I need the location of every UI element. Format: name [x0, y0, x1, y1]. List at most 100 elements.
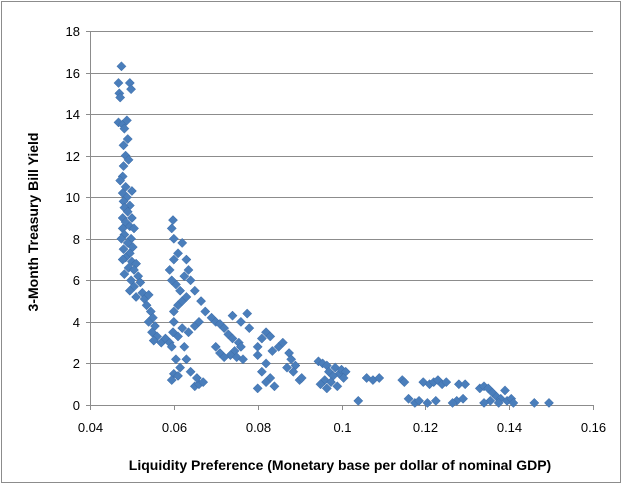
data-point — [179, 341, 190, 352]
data-point — [198, 377, 209, 388]
data-points — [113, 61, 554, 408]
data-point — [330, 362, 341, 373]
data-point — [122, 206, 133, 217]
data-point — [168, 327, 178, 338]
data-point — [177, 237, 188, 248]
data-point — [227, 333, 238, 344]
y-tick-labels: 0 2 4 6 8 10 12 14 16 18 — [66, 24, 80, 413]
data-point — [185, 275, 196, 286]
data-point — [315, 379, 326, 390]
data-point — [261, 377, 272, 388]
data-point — [529, 397, 540, 408]
data-point — [122, 134, 133, 144]
data-point — [126, 213, 137, 223]
axes — [86, 31, 594, 410]
data-point — [119, 123, 130, 134]
data-point — [168, 316, 179, 327]
data-point — [181, 292, 192, 302]
x-tick-label: 0.04 — [78, 420, 103, 435]
data-point — [173, 248, 183, 259]
data-point — [126, 84, 137, 95]
data-point — [129, 264, 139, 275]
data-point — [353, 395, 364, 406]
data-point — [168, 254, 179, 265]
data-point — [288, 366, 299, 377]
data-point — [116, 61, 127, 72]
x-tick-label: 0.08 — [246, 420, 271, 435]
x-tick-label: 0.12 — [413, 420, 438, 435]
data-point — [118, 161, 129, 172]
data-point — [166, 275, 177, 286]
y-tick-label: 6 — [73, 273, 80, 288]
gridlines — [90, 31, 593, 364]
data-point — [244, 323, 255, 334]
data-point — [277, 337, 288, 348]
data-point — [164, 264, 175, 275]
data-point — [131, 292, 142, 302]
data-point — [235, 341, 246, 352]
data-point — [170, 354, 181, 365]
data-point — [238, 354, 248, 365]
data-point — [321, 383, 332, 394]
data-point — [256, 333, 267, 344]
data-point — [242, 308, 253, 319]
data-point — [168, 215, 178, 226]
y-tick-label: 2 — [73, 356, 80, 371]
x-tick-label: 0.06 — [162, 420, 187, 435]
data-point — [326, 377, 336, 388]
data-point — [508, 397, 519, 408]
data-point — [185, 366, 196, 377]
x-tick-label: 0.16 — [581, 420, 606, 435]
data-point — [252, 341, 263, 352]
data-point — [181, 254, 192, 265]
data-point — [143, 289, 154, 300]
data-point — [544, 397, 554, 408]
data-point — [296, 373, 307, 383]
data-point — [210, 341, 221, 352]
data-point — [460, 379, 471, 390]
data-point — [166, 341, 177, 352]
data-point — [441, 377, 452, 388]
data-point — [422, 397, 433, 408]
data-point — [115, 175, 126, 186]
data-point — [403, 393, 414, 404]
y-tick-label: 0 — [73, 398, 80, 413]
data-point — [118, 244, 129, 255]
data-point — [183, 327, 194, 338]
data-point — [219, 352, 230, 363]
data-point — [147, 327, 157, 338]
data-point — [123, 154, 134, 165]
data-point — [191, 373, 202, 383]
x-tick-label: 0.1 — [333, 420, 351, 435]
data-point — [143, 316, 154, 327]
data-point — [183, 264, 194, 275]
data-point — [256, 366, 267, 377]
data-point — [121, 115, 132, 126]
data-point — [175, 362, 186, 373]
data-point — [175, 285, 186, 296]
data-point — [196, 296, 207, 307]
x-axis-title: Liquidity Preference (Monetary base per … — [129, 457, 551, 473]
data-point — [126, 186, 137, 196]
data-point — [168, 233, 179, 244]
data-point — [252, 383, 263, 394]
data-point — [166, 223, 177, 234]
data-point — [227, 310, 238, 321]
y-tick-label: 10 — [66, 190, 80, 205]
data-point — [414, 395, 424, 406]
data-point — [458, 393, 469, 404]
data-point — [286, 354, 297, 365]
data-point — [493, 397, 504, 408]
data-point — [173, 331, 183, 342]
data-point — [479, 397, 489, 408]
y-tick-label: 8 — [73, 232, 80, 247]
data-point — [135, 277, 146, 288]
data-point — [194, 316, 204, 327]
data-point — [179, 271, 190, 282]
data-point — [261, 358, 272, 369]
data-point — [119, 269, 130, 280]
data-point — [219, 323, 230, 334]
data-point — [332, 381, 343, 392]
y-tick-label: 18 — [66, 24, 80, 39]
